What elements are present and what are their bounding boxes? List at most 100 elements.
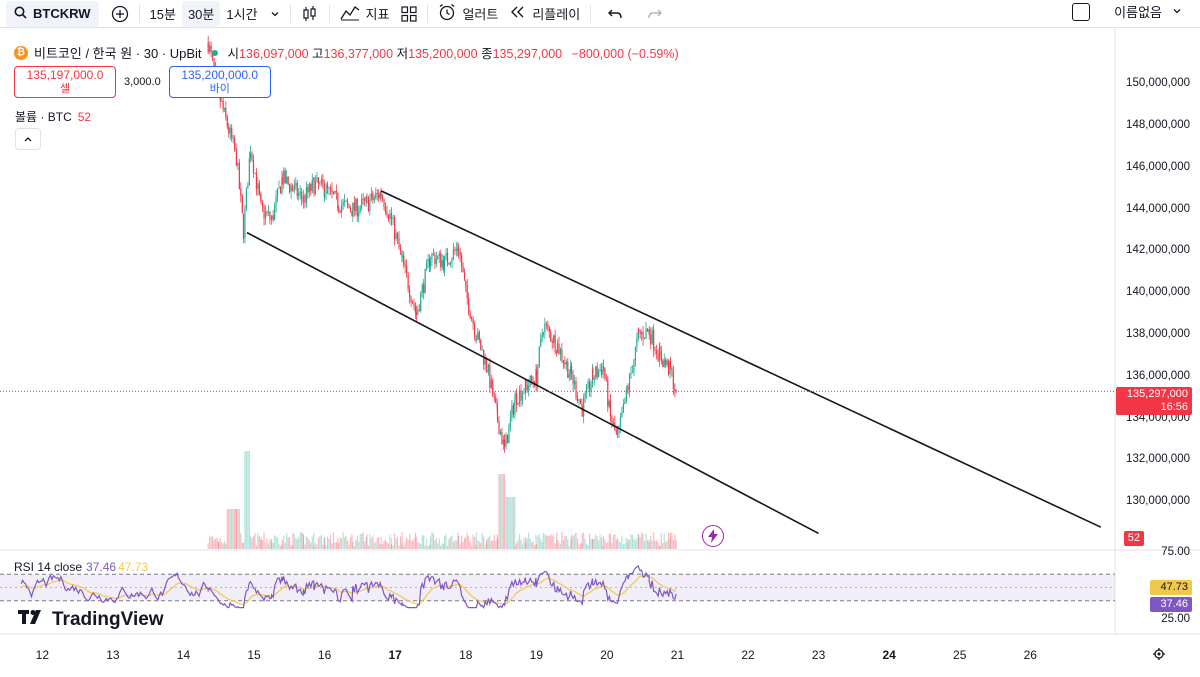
candle-body [572, 375, 574, 385]
candle-body [408, 289, 411, 298]
candle-body [532, 380, 534, 382]
candle-body [299, 191, 301, 194]
compare-add-button[interactable] [105, 1, 135, 27]
volume-bar [538, 533, 540, 549]
candle-body [257, 183, 259, 189]
interval-15m-button[interactable]: 15분 [149, 7, 176, 22]
candle-body [521, 393, 524, 401]
volume-bar [650, 536, 652, 549]
candle-body [662, 360, 664, 367]
candle-body [267, 211, 270, 213]
volume-bar [517, 539, 519, 549]
divider [328, 4, 330, 23]
chevron-down-icon[interactable] [1172, 4, 1182, 19]
candle-body [496, 408, 499, 421]
volume-bar [364, 541, 366, 549]
candle-body [625, 389, 627, 403]
candle-body [403, 255, 405, 265]
volume-bar [240, 533, 242, 549]
settings-icon[interactable] [1152, 647, 1166, 666]
undo-button[interactable] [601, 1, 629, 27]
volume-bar [263, 532, 265, 549]
candle-body [440, 253, 442, 268]
volume-bar [659, 545, 661, 549]
alert-button[interactable]: 얼러트 [432, 1, 504, 27]
volume-bar [637, 533, 639, 549]
layout-checkbox[interactable] [1072, 2, 1091, 21]
volume-bar [483, 536, 485, 549]
volume-bar [209, 535, 211, 549]
lightning-icon[interactable] [702, 525, 724, 547]
candle-body [359, 207, 361, 212]
candle-body [284, 170, 286, 184]
chart-type-button[interactable] [295, 1, 325, 27]
candle-body [628, 374, 631, 391]
collapse-legend-button[interactable] [15, 128, 41, 150]
volume-bar [608, 533, 610, 549]
symbol-search-button[interactable]: BTCKRW [6, 0, 99, 27]
candle-body [514, 398, 516, 415]
indicators-button[interactable]: 지표 [334, 1, 396, 27]
candle-body [443, 260, 445, 270]
candle-body [586, 385, 588, 393]
price-chart-canvas[interactable] [0, 28, 1200, 677]
chart-area[interactable]: ₿ 비트코인 / 한국 원 · 30 · UpBit 시136,097,000 … [0, 28, 1200, 677]
candle-body [373, 197, 375, 200]
volume-bar [512, 497, 514, 549]
alarm-clock-icon [438, 3, 456, 24]
replay-button[interactable]: 리플레이 [504, 1, 586, 27]
volume-bar [349, 537, 352, 549]
interval-30m-button[interactable]: 30분 [181, 0, 221, 27]
replay-label: 리플레이 [532, 7, 581, 22]
candle-body [612, 422, 614, 425]
volume-bar [663, 533, 665, 549]
sell-button[interactable]: 135,197,000.0 셀 [14, 66, 116, 98]
candle-body [559, 349, 562, 355]
candle-body [570, 366, 572, 375]
volume-bar [391, 537, 393, 549]
price-scale-label: 144,000,000 [1126, 202, 1190, 215]
volume-bar [293, 534, 295, 549]
volume-bar [332, 532, 335, 549]
tradingview-logo[interactable]: TradingView [18, 609, 164, 631]
interval-dropdown-button[interactable] [264, 1, 286, 27]
candle-body [391, 217, 393, 220]
candle-body [562, 360, 564, 363]
price-scale-label: 132,000,000 [1126, 453, 1190, 466]
volume-bar [669, 533, 672, 549]
volume-bar [286, 533, 288, 549]
volume-bar [440, 545, 442, 549]
volume-bar [587, 545, 589, 549]
buy-button[interactable]: 135,200,000.0 바이 [168, 66, 271, 98]
volume-bar [396, 536, 399, 549]
volume-bar [535, 544, 537, 549]
volume-bar [394, 533, 396, 549]
volume-bar [489, 535, 491, 549]
volume-bar [221, 542, 223, 549]
volume-bar [258, 535, 260, 549]
volume-bar [502, 474, 504, 549]
time-axis-label: 20 [600, 648, 614, 662]
candle-body [437, 255, 439, 259]
layout-name[interactable]: 이름없음 [1114, 5, 1162, 20]
candle-body [558, 343, 560, 355]
volume-bar [210, 537, 212, 549]
volume-bar [408, 534, 411, 549]
candle-body [654, 349, 656, 351]
volume-bar [317, 537, 320, 549]
divider [289, 4, 291, 23]
volume-bar [621, 536, 623, 549]
candle-body [394, 217, 396, 240]
volume-bar [329, 534, 332, 549]
volume-bar [516, 543, 518, 549]
candle-body [240, 188, 242, 196]
interval-1h-button[interactable]: 1시간 [226, 7, 258, 22]
volume-bar [660, 533, 662, 549]
candle-body [293, 185, 295, 191]
volume-bar [498, 474, 500, 549]
templates-button[interactable] [395, 1, 423, 27]
volume-bar [335, 542, 337, 549]
redo-button[interactable] [641, 1, 669, 27]
volume-bar [334, 542, 336, 549]
volume-bar [214, 538, 217, 549]
